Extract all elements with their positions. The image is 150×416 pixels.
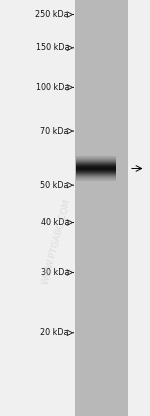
Bar bbox=[75, 0, 128, 416]
Text: 100 kDa: 100 kDa bbox=[36, 83, 69, 92]
Text: WWW.PTGABC.COM: WWW.PTGABC.COM bbox=[41, 197, 73, 285]
Text: 150 kDa: 150 kDa bbox=[36, 43, 69, 52]
Text: 70 kDa: 70 kDa bbox=[40, 126, 69, 136]
Text: 250 kDa: 250 kDa bbox=[35, 10, 69, 19]
Text: 40 kDa: 40 kDa bbox=[41, 218, 69, 227]
Text: 30 kDa: 30 kDa bbox=[41, 268, 69, 277]
Text: 50 kDa: 50 kDa bbox=[40, 181, 69, 190]
Text: 20 kDa: 20 kDa bbox=[40, 328, 69, 337]
